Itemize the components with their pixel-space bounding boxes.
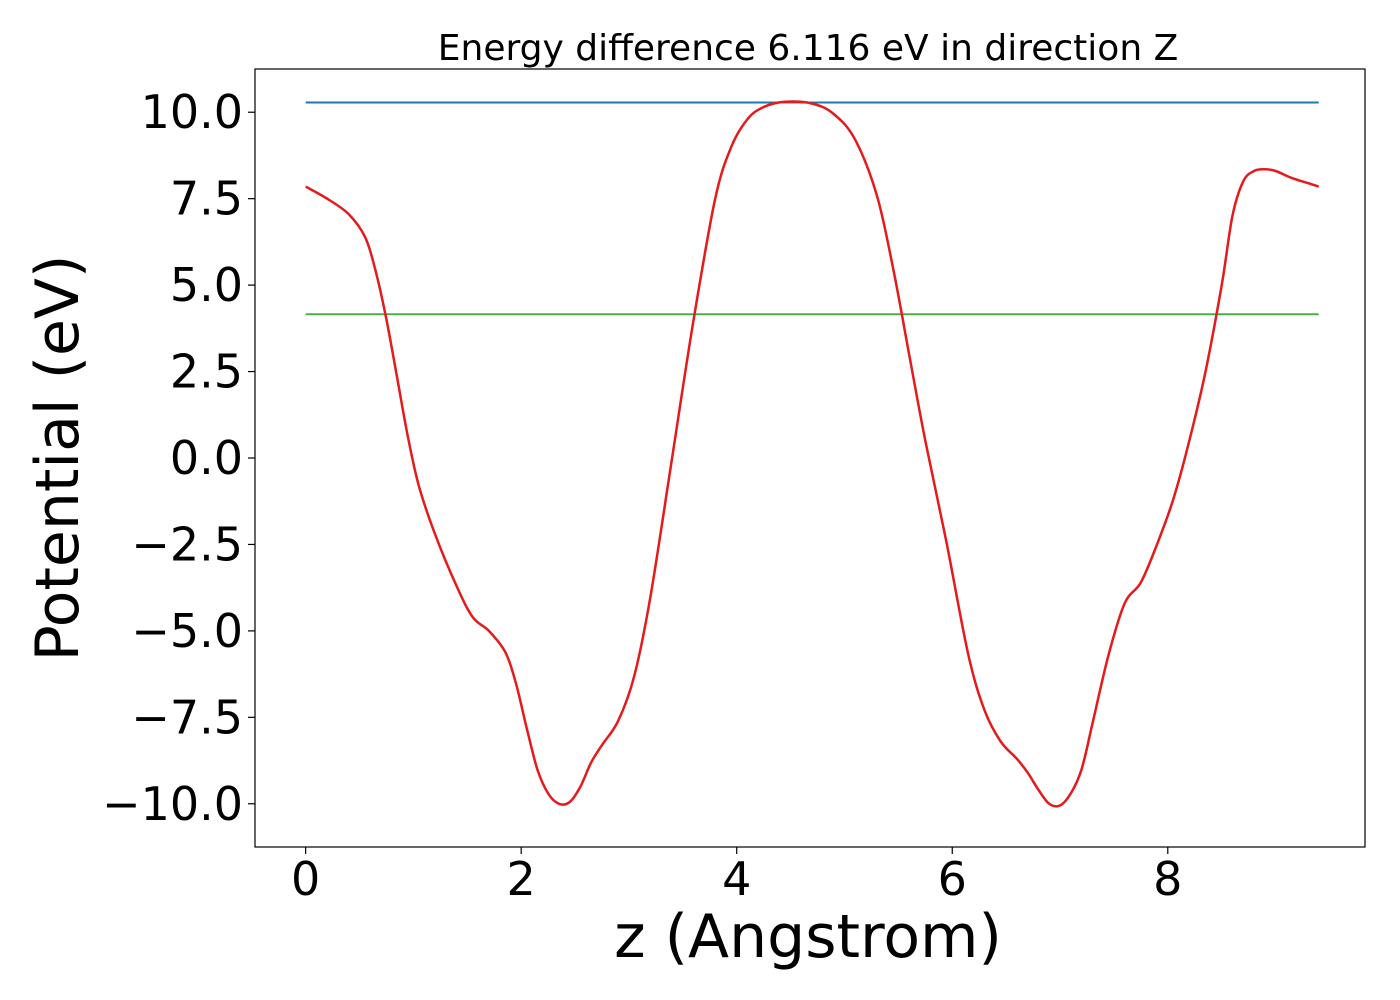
y-tick-label: −5.0 — [131, 604, 243, 658]
x-axis-ticks: 0 2 4 6 8 — [291, 847, 1182, 906]
y-tick-label: 5.0 — [170, 258, 243, 312]
chart-title: Energy difference 6.116 eV in direction … — [438, 28, 1179, 69]
x-tick-label: 0 — [291, 852, 320, 906]
x-tick-label: 8 — [1153, 852, 1182, 906]
x-tick-label: 6 — [938, 852, 967, 906]
x-tick-label: 2 — [507, 852, 536, 906]
x-axis-label: z (Angstrom) — [614, 902, 1002, 972]
y-tick-label: 2.5 — [170, 345, 243, 399]
y-axis-label: Potential (eV) — [23, 255, 93, 662]
x-tick-label: 4 — [722, 852, 751, 906]
y-axis-ticks: −10.0 −7.5 −5.0 −2.5 0.0 2.5 5.0 7.5 10.0 — [102, 85, 255, 831]
y-tick-label: −2.5 — [131, 517, 243, 571]
y-tick-label: 7.5 — [170, 172, 243, 226]
potential-curve — [305, 100, 1320, 808]
series-layer — [305, 100, 1320, 808]
y-tick-label: −10.0 — [102, 777, 243, 831]
y-tick-label: −7.5 — [131, 690, 243, 744]
y-tick-label: 0.0 — [170, 431, 243, 485]
y-tick-label: 10.0 — [141, 85, 243, 139]
